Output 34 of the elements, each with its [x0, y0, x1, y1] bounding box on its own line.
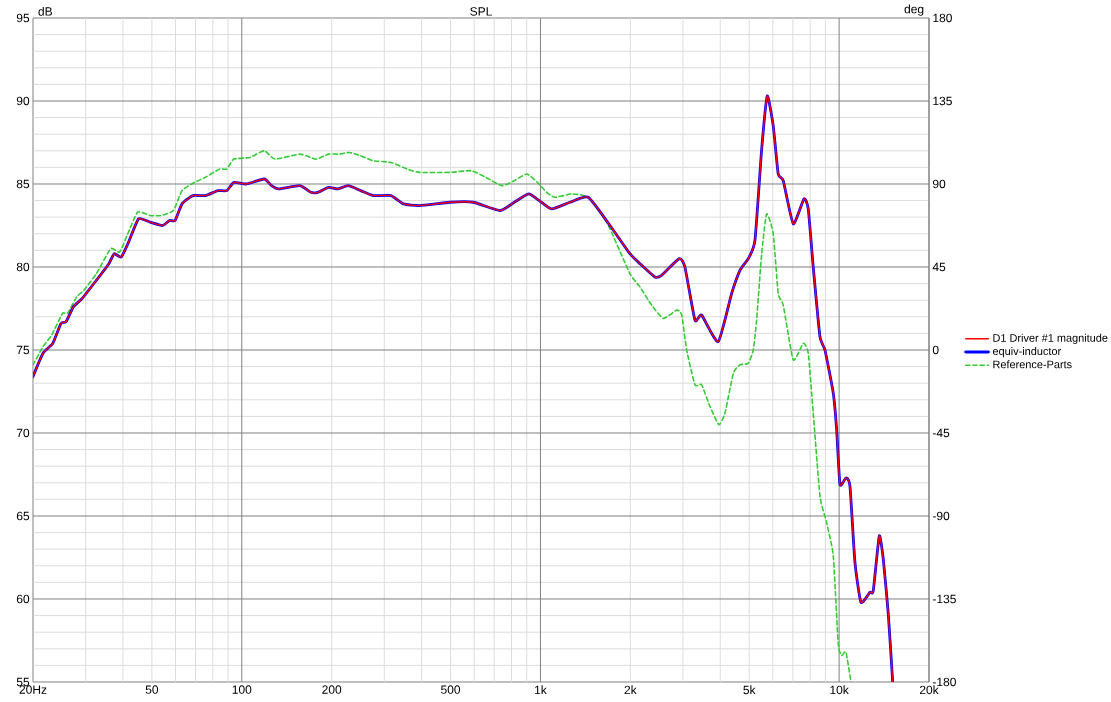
y-axis-title: dB [38, 6, 52, 16]
x-tick-label: 200 [322, 685, 342, 694]
y-tick-label: 95 [16, 13, 30, 23]
y-tick-label: 65 [16, 511, 30, 521]
chart-title: SPL [470, 7, 492, 16]
y2-tick-label: 0 [932, 345, 939, 355]
x-tick-label: 20k [919, 685, 939, 695]
y-tick-label: 80 [16, 262, 30, 272]
legend-label: Reference-Parts [993, 360, 1072, 369]
y-tick-label: 75 [16, 345, 30, 355]
legend-label: equiv-inductor [992, 347, 1061, 358]
y-tick-label: 85 [16, 179, 30, 189]
x-tick-label: 500 [441, 685, 461, 694]
y2-axis-title: deg [904, 4, 924, 16]
x-tick-label: 5k [743, 685, 756, 695]
y-tick-label: 70 [16, 428, 30, 438]
y-tick-label: 90 [16, 96, 30, 106]
x-tick-label: 10k [830, 685, 849, 695]
y2-tick-label: -135 [932, 594, 956, 604]
y-tick-label: 60 [16, 594, 30, 604]
x-tick-label: 20Hz [19, 685, 47, 694]
y2-tick-label: 135 [933, 96, 952, 106]
y2-tick-label: 45 [932, 262, 946, 272]
legend-label: D1 Driver #1 magnitude [993, 333, 1108, 344]
y-tick-label: 55 [16, 677, 30, 687]
x-tick-label: 50 [145, 685, 159, 694]
y2-tick-label: 180 [933, 13, 952, 23]
y2-tick-label: -180 [932, 677, 956, 687]
x-tick-label: 100 [232, 685, 252, 694]
y2-tick-label: -45 [932, 428, 950, 438]
y2-tick-label: -90 [932, 511, 950, 521]
x-tick-label: 1k [535, 685, 547, 695]
x-tick-label: 2k [624, 685, 637, 695]
y2-tick-label: 90 [932, 179, 946, 189]
